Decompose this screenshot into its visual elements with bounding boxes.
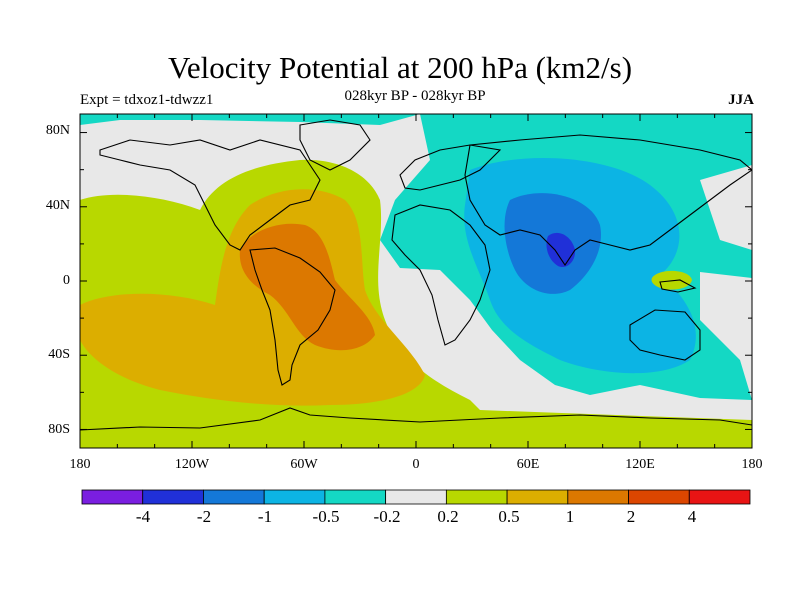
period-label: 028kyr BP - 028kyr BP [344, 88, 486, 104]
contour-neg-2 [546, 232, 576, 268]
coast-north-america [99, 139, 321, 251]
colorbar-label: -0.5 [312, 507, 340, 526]
colorbar-label: -0.2 [373, 507, 401, 526]
chart-title: Velocity Potential at 200 hPa (km2/s) [167, 50, 633, 85]
contour-pos-0-2-ng [651, 270, 692, 290]
coast-greenland [299, 119, 371, 171]
colorbar-swatch [688, 489, 751, 505]
y-tick-label: 0 [63, 273, 70, 288]
x-tick-label: 120E [625, 457, 655, 472]
colorbar-label: 2 [626, 507, 636, 526]
colorbar-swatch [445, 489, 508, 505]
x-tick-label: 120W [174, 457, 210, 472]
coastlines [80, 119, 752, 431]
x-tick-label: 0 [412, 457, 420, 472]
coast-antarctica [80, 407, 752, 431]
coast-europe [399, 144, 502, 191]
colorbar-label: 0.5 [498, 507, 520, 526]
contour-pos-0-2-northpac [80, 196, 200, 227]
colorbar-swatch [567, 489, 629, 505]
contour-pos-0-5 [80, 189, 425, 406]
colorbar-swatch [263, 489, 326, 505]
y-tick-label: 80N [45, 123, 70, 138]
colorbar-swatch [203, 489, 265, 505]
x-tick-label: 180 [69, 457, 91, 472]
axis-ticks [79, 114, 753, 448]
colorbar-label: -2 [196, 507, 212, 526]
coast-africa [391, 204, 491, 346]
colorbar-label: -1 [257, 507, 273, 526]
coast-asia [464, 134, 752, 266]
contour-pos-1 [239, 223, 375, 351]
colorbar-label: 1 [565, 507, 575, 526]
x-tick-label: 60W [290, 457, 318, 472]
colorbar-label: -4 [135, 507, 151, 526]
colorbar-swatch [385, 489, 447, 505]
y-tick-label: 40N [45, 198, 70, 213]
x-tick-label: 180 [741, 457, 763, 472]
coast-south-america [249, 247, 336, 386]
colorbar-label: 4 [687, 507, 697, 526]
y-tick-label: 40S [48, 347, 70, 362]
colorbar-swatch [142, 489, 204, 505]
x-tick-label: 60E [516, 457, 540, 472]
colorbar [81, 489, 751, 505]
season-label: JJA [728, 92, 754, 108]
coast-new-guinea [659, 279, 697, 293]
colorbar-swatch [506, 489, 569, 505]
colorbar-swatch [324, 489, 387, 505]
y-tick-label: 80S [48, 422, 70, 437]
experiment-label: Expt = tdxoz1-tdwzz1 [80, 92, 214, 108]
coast-australia [629, 309, 701, 361]
contour-neg-0-2-north [80, 114, 420, 125]
contour-fill [80, 114, 752, 448]
colorbar-swatch [81, 489, 144, 505]
colorbar-swatch [628, 489, 690, 505]
colorbar-label: 0.2 [437, 507, 459, 526]
